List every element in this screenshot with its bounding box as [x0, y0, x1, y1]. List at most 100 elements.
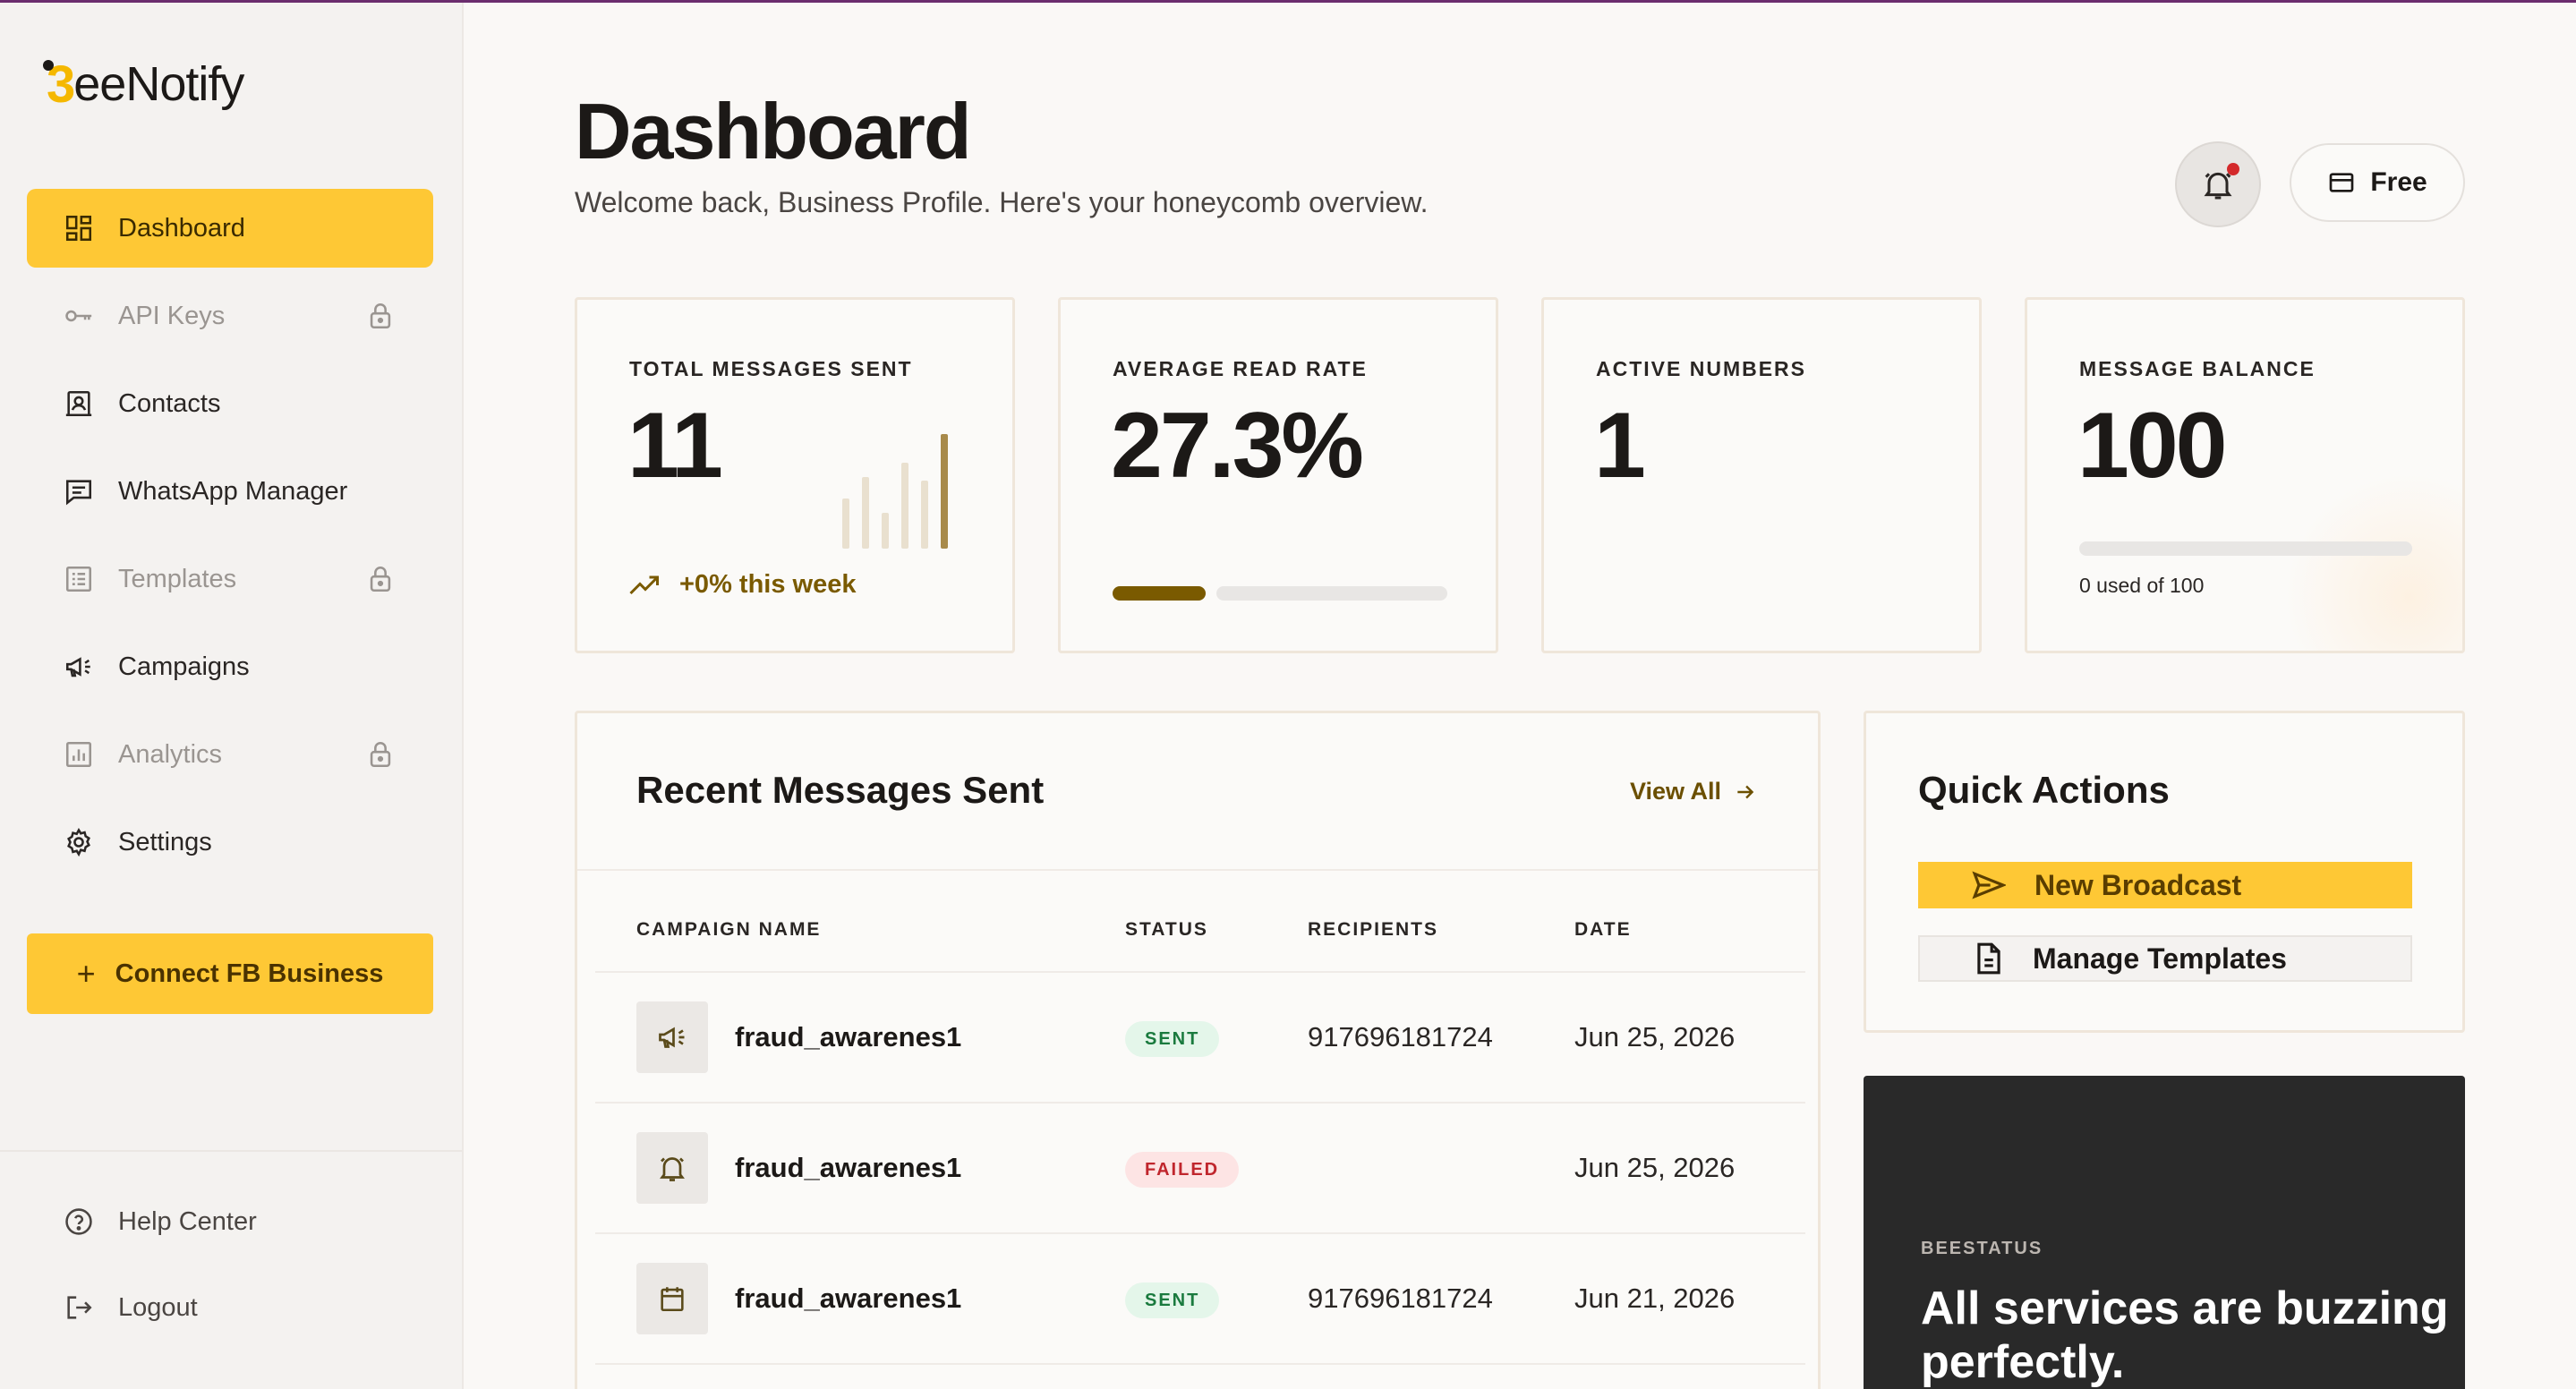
quick-actions-panel: Quick Actions New Broadcast Manage Templ…: [1864, 711, 2465, 1033]
sidebar-item-help-center[interactable]: Help Center: [27, 1182, 433, 1261]
sidebar-item-label: Templates: [118, 564, 237, 593]
read-rate-track: [1216, 586, 1447, 601]
gear-icon: [63, 826, 95, 858]
sidebar-item-analytics[interactable]: Analytics: [27, 715, 433, 794]
service-status-card: BEESTATUS All services are buzzing perfe…: [1864, 1076, 2465, 1389]
sidebar-item-label: WhatsApp Manager: [118, 476, 348, 506]
row-divider: [595, 971, 1805, 973]
stat-card-message-balance: MESSAGE BALANCE 100 0 used of 100: [2025, 297, 2465, 653]
stat-label: MESSAGE BALANCE: [2079, 357, 2316, 380]
sparkline-bar: [921, 481, 928, 549]
key-icon: [63, 300, 95, 332]
new-broadcast-label: New Broadcast: [2034, 868, 2242, 901]
arrow-right-icon: [1737, 785, 1754, 798]
row-divider: [595, 1363, 1805, 1365]
megaphone-icon: [636, 1001, 708, 1073]
stat-value: 27.3%: [1111, 394, 1364, 498]
recipients: 917696181724: [1308, 1282, 1493, 1314]
date: Jun 25, 2026: [1574, 1152, 1736, 1183]
column-header-campaign: CAMPAIGN NAME: [636, 919, 822, 940]
table-row[interactable]: fraud_awarenes1 SENT 917696181724 Jun 21…: [577, 1234, 1818, 1365]
sidebar-item-api-keys[interactable]: API Keys: [27, 277, 433, 355]
new-broadcast-button[interactable]: New Broadcast: [1918, 862, 2412, 908]
bell-icon: [636, 1132, 708, 1204]
logo-text: eeNotify: [73, 57, 244, 111]
plan-label: Free: [2370, 167, 2427, 197]
sparkline-bar: [842, 499, 849, 549]
app-logo[interactable]: 3 eeNotify: [43, 53, 244, 115]
grid-icon: [63, 212, 95, 244]
sidebar-item-dashboard[interactable]: Dashboard: [27, 189, 433, 268]
card-glow: [2283, 472, 2462, 651]
logout-icon: [63, 1291, 95, 1324]
trend-indicator: +0% this week: [629, 570, 856, 600]
read-rate-fill: [1113, 586, 1206, 601]
table-row[interactable]: fraud_awarenes1 SENT 917696181724 Jun 25…: [577, 973, 1818, 1104]
sidebar-item-label: Settings: [118, 827, 212, 856]
credit-card-icon: [2329, 173, 2354, 192]
chat-icon: [63, 475, 95, 507]
window-top-line: [0, 0, 2576, 3]
sidebar-item-label: API Keys: [118, 301, 226, 330]
view-all-label: View All: [1629, 778, 1721, 805]
stat-value: 100: [2077, 394, 2228, 498]
notifications-button[interactable]: [2175, 141, 2261, 227]
quick-actions-title: Quick Actions: [1918, 769, 2170, 811]
row-divider: [595, 1102, 1805, 1104]
document-icon: [1977, 942, 2000, 975]
status-badge: SENT: [1125, 1282, 1220, 1318]
date: Jun 25, 2026: [1574, 1021, 1736, 1052]
sidebar-item-settings[interactable]: Settings: [27, 803, 433, 882]
sidebar-item-whatsapp-manager[interactable]: WhatsApp Manager: [27, 452, 433, 531]
lock-icon: [370, 567, 391, 592]
row-divider: [595, 1232, 1805, 1234]
list-icon: [63, 563, 95, 595]
status-label: BEESTATUS: [1921, 1239, 2043, 1258]
column-header-date: DATE: [1574, 919, 1632, 940]
view-all-link[interactable]: View All: [1630, 778, 1757, 805]
table-row[interactable]: fraud_awarenes1 FAILED Jun 25, 2026: [577, 1104, 1818, 1234]
sparkline-bar: [901, 463, 908, 549]
sidebar-item-label: Campaigns: [118, 652, 250, 681]
campaign-name: fraud_awarenes1: [735, 1152, 962, 1183]
column-header-status: STATUS: [1125, 919, 1208, 940]
stat-card-total-messages: TOTAL MESSAGES SENT 11 +0% this week: [575, 297, 1015, 653]
chart-icon: [63, 738, 95, 771]
trending-up-icon: [629, 575, 659, 594]
status-text: All services are buzzing perfectly.: [1921, 1282, 2449, 1388]
stat-label: AVERAGE READ RATE: [1113, 357, 1368, 380]
page-subtitle: Welcome back, Business Profile. Here's y…: [575, 186, 1429, 218]
campaign-name: fraud_awarenes1: [735, 1282, 962, 1314]
sidebar: 3 eeNotify Dashboard API Keys Contacts: [0, 3, 464, 1389]
balance-usage-text: 0 used of 100: [2079, 574, 2205, 597]
read-rate-bar: [1113, 586, 1447, 601]
plus-icon: +: [76, 955, 96, 992]
sidebar-item-campaigns[interactable]: Campaigns: [27, 627, 433, 706]
date: Jun 21, 2026: [1574, 1282, 1736, 1314]
connect-fb-business-button[interactable]: + Connect FB Business: [27, 933, 433, 1014]
plan-button[interactable]: Free: [2290, 143, 2465, 222]
balance-usage-bar: [2079, 541, 2412, 556]
sidebar-item-contacts[interactable]: Contacts: [27, 364, 433, 443]
stat-card-read-rate: AVERAGE READ RATE 27.3%: [1058, 297, 1498, 653]
sidebar-bottom-nav: Help Center Logout: [27, 1182, 433, 1354]
stat-value: 1: [1594, 394, 1646, 498]
help-icon: [63, 1206, 95, 1238]
campaign-name: fraud_awarenes1: [735, 1021, 962, 1052]
sparkline-bar: [941, 434, 948, 549]
bell-icon: [2204, 172, 2232, 200]
logo-mark: 3: [43, 55, 75, 115]
sparkline-bar: [882, 513, 889, 549]
sidebar-item-logout[interactable]: Logout: [27, 1268, 433, 1347]
stat-card-active-numbers: ACTIVE NUMBERS 1: [1541, 297, 1982, 653]
lock-icon: [370, 303, 391, 329]
sidebar-item-templates[interactable]: Templates: [27, 540, 433, 618]
contacts-icon: [63, 388, 95, 420]
page-title: Dashboard: [575, 87, 972, 175]
manage-templates-button[interactable]: Manage Templates: [1918, 935, 2412, 982]
stat-label: ACTIVE NUMBERS: [1596, 357, 1807, 380]
sparkline-bars: [842, 432, 960, 549]
panel-divider: [577, 869, 1818, 871]
connect-label: Connect FB Business: [115, 959, 384, 988]
sidebar-item-label: Logout: [118, 1292, 198, 1322]
